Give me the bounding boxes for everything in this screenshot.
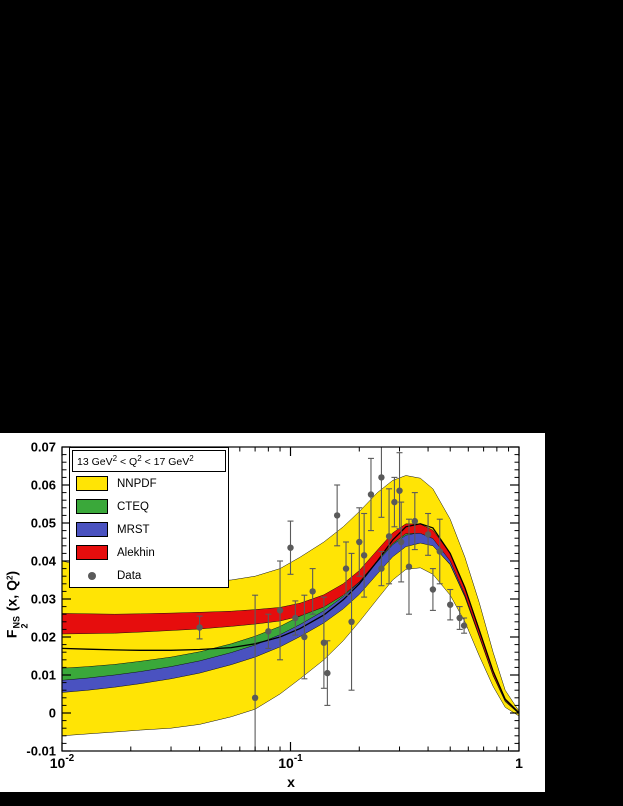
svg-text:0.07: 0.07 [31,440,56,455]
y-axis-title-supsub: NS 2 [11,616,30,629]
y-axis-title-base: F [3,629,20,639]
svg-text:0.02: 0.02 [31,630,56,645]
mrst-color-swatch [76,522,108,537]
data-marker-icon [76,571,108,580]
svg-text:0.05: 0.05 [31,516,56,531]
nnpdf-color-swatch [76,476,108,491]
legend-entry-cteq: CTEQ [70,495,228,518]
svg-text:0.04: 0.04 [31,554,57,569]
plot-canvas: 10-2 10-1 1 -0.01 0 0.01 0.02 0.03 0.04 0.05 0.06 0… [0,433,545,792]
y-axis-title-end: ) [3,570,20,576]
svg-text:-0.01: -0.01 [26,744,56,759]
legend-label-mrst: MRST [117,523,150,536]
y-axis-title-mid: (x, Q [3,580,20,616]
legend: 13 GeV2 < Q2 < 17 GeV2 NNPDF CTEQ MRST A… [69,447,229,588]
svg-text:0.01: 0.01 [31,668,56,683]
legend-entry-nnpdf: NNPDF [70,472,228,495]
chart-plot-area: 10-2 10-1 1 -0.01 0 0.01 0.02 0.03 0.04 0.05 0.06 0… [26,440,523,772]
alekhin-color-swatch [76,545,108,560]
legend-label-data: Data [117,569,142,582]
svg-text:1: 1 [515,755,523,771]
legend-entry-mrst: MRST [70,518,228,541]
x-axis-title: x [287,774,295,790]
legend-label-alekhin: Alekhin [117,546,155,559]
legend-label-nnpdf: NNPDF [117,477,157,490]
legend-label-cteq: CTEQ [117,500,149,513]
svg-text:10-2: 10-2 [50,753,75,771]
svg-text:0.03: 0.03 [31,592,56,607]
legend-entry-alekhin: Alekhin [70,541,228,564]
legend-entry-data: Data [70,564,228,587]
y-axis-title-exp: 2 [5,575,15,581]
cteq-color-swatch [76,499,108,514]
svg-text:10-1: 10-1 [278,753,303,771]
legend-title: 13 GeV2 < Q2 < 17 GeV2 [72,450,226,472]
svg-text:0.06: 0.06 [31,478,56,493]
y-axis-title: F NS 2 (x, Q2) [3,535,30,675]
svg-text:0: 0 [49,706,56,721]
